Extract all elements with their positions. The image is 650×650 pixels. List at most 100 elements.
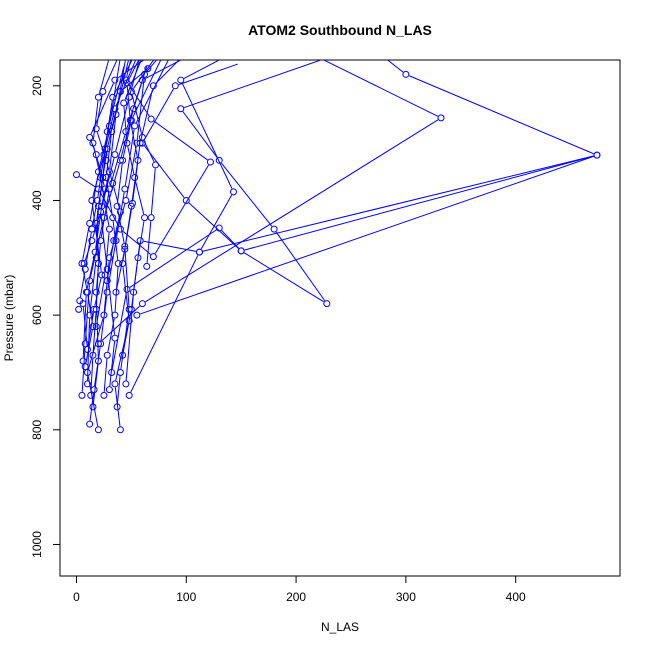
series-segment: [92, 100, 99, 140]
data-point: [108, 368, 116, 376]
series-segment: [92, 312, 97, 352]
data-point: [116, 368, 124, 376]
data-point: [116, 156, 124, 164]
series-segment: [114, 387, 121, 427]
data-point: [229, 188, 237, 196]
series-segment: [96, 278, 105, 324]
series-segment: [140, 89, 154, 140]
data-point: [93, 196, 101, 204]
series-7: [122, 60, 237, 388]
series-segment: [126, 86, 131, 117]
series-segment: [122, 312, 132, 352]
series-20: [79, 60, 126, 365]
series-segment: [109, 117, 117, 169]
series-segment: [120, 312, 130, 369]
series-segment: [244, 155, 594, 251]
series-segment: [89, 393, 95, 421]
data-point: [133, 311, 141, 319]
data-point: [147, 115, 155, 123]
data-point: [75, 305, 83, 313]
series-24: [127, 60, 160, 270]
series-layer: [72, 60, 601, 434]
data-point: [144, 65, 152, 73]
series-segment: [183, 60, 221, 79]
series-segment: [85, 232, 92, 266]
data-point: [92, 323, 100, 331]
series-segment: [136, 77, 145, 140]
series-11: [94, 60, 445, 348]
data-point: [127, 305, 135, 313]
series-25: [76, 60, 133, 305]
data-point: [83, 346, 91, 354]
series-segment: [86, 255, 95, 289]
data-point: [125, 305, 133, 313]
series-21: [92, 60, 124, 285]
data-point: [128, 199, 136, 207]
data-point: [120, 99, 128, 107]
data-point: [215, 224, 223, 232]
series-10: [133, 60, 601, 319]
series-segment: [95, 209, 102, 249]
data-point: [110, 237, 118, 245]
y-tick-label: 1000: [30, 531, 44, 558]
data-point: [125, 317, 133, 325]
data-point: [109, 93, 117, 101]
x-axis-label: N_LAS: [321, 620, 359, 634]
y-tick-label: 600: [30, 305, 44, 325]
series-segment: [202, 155, 594, 252]
series-segment: [94, 347, 101, 387]
data-point: [143, 262, 151, 270]
y-tick-label: 800: [30, 419, 44, 439]
data-point: [177, 76, 185, 84]
series-segment: [143, 240, 197, 252]
series-segment: [116, 376, 121, 404]
data-point: [131, 122, 139, 130]
series-segment: [95, 267, 99, 306]
data-point: [195, 248, 203, 256]
series-segment: [133, 60, 154, 89]
data-point: [109, 179, 117, 187]
series-segment: [123, 106, 128, 140]
series-segment: [178, 63, 238, 86]
series-segment: [145, 119, 439, 303]
data-point: [116, 426, 124, 434]
series-segment: [82, 226, 90, 261]
series-segment: [103, 261, 110, 312]
data-point: [437, 114, 445, 122]
data-point: [94, 340, 102, 348]
data-point: [103, 277, 111, 285]
data-point: [134, 254, 142, 262]
data-point: [94, 93, 102, 101]
data-point: [86, 219, 94, 227]
data-point: [111, 334, 119, 342]
series-23: [86, 60, 169, 428]
data-point: [90, 305, 98, 313]
data-point: [78, 260, 86, 268]
series-segment: [100, 295, 108, 341]
series-segment: [92, 364, 99, 404]
data-point: [105, 386, 113, 394]
data-point: [108, 128, 116, 136]
data-point: [112, 288, 120, 296]
data-point: [182, 196, 190, 204]
series-segment: [96, 94, 103, 126]
data-point: [126, 116, 134, 124]
x-tick-label: 200: [286, 590, 306, 604]
x-tick-label: 0: [73, 590, 80, 604]
series-segment: [82, 295, 87, 358]
series-segment: [120, 112, 134, 157]
series-segment: [153, 120, 208, 161]
data-point: [94, 260, 102, 268]
series-8: [125, 60, 601, 399]
series-segment: [150, 168, 156, 215]
series-segment: [106, 135, 112, 175]
data-point: [102, 174, 110, 182]
x-axis: 0 100 200 300 400: [73, 575, 526, 604]
series-segment: [90, 140, 96, 152]
x-tick-label: 100: [176, 590, 196, 604]
data-point: [91, 248, 99, 256]
series-segment: [107, 318, 115, 352]
data-point: [97, 340, 105, 348]
series-1: [83, 60, 157, 434]
series-segment: [92, 203, 98, 226]
